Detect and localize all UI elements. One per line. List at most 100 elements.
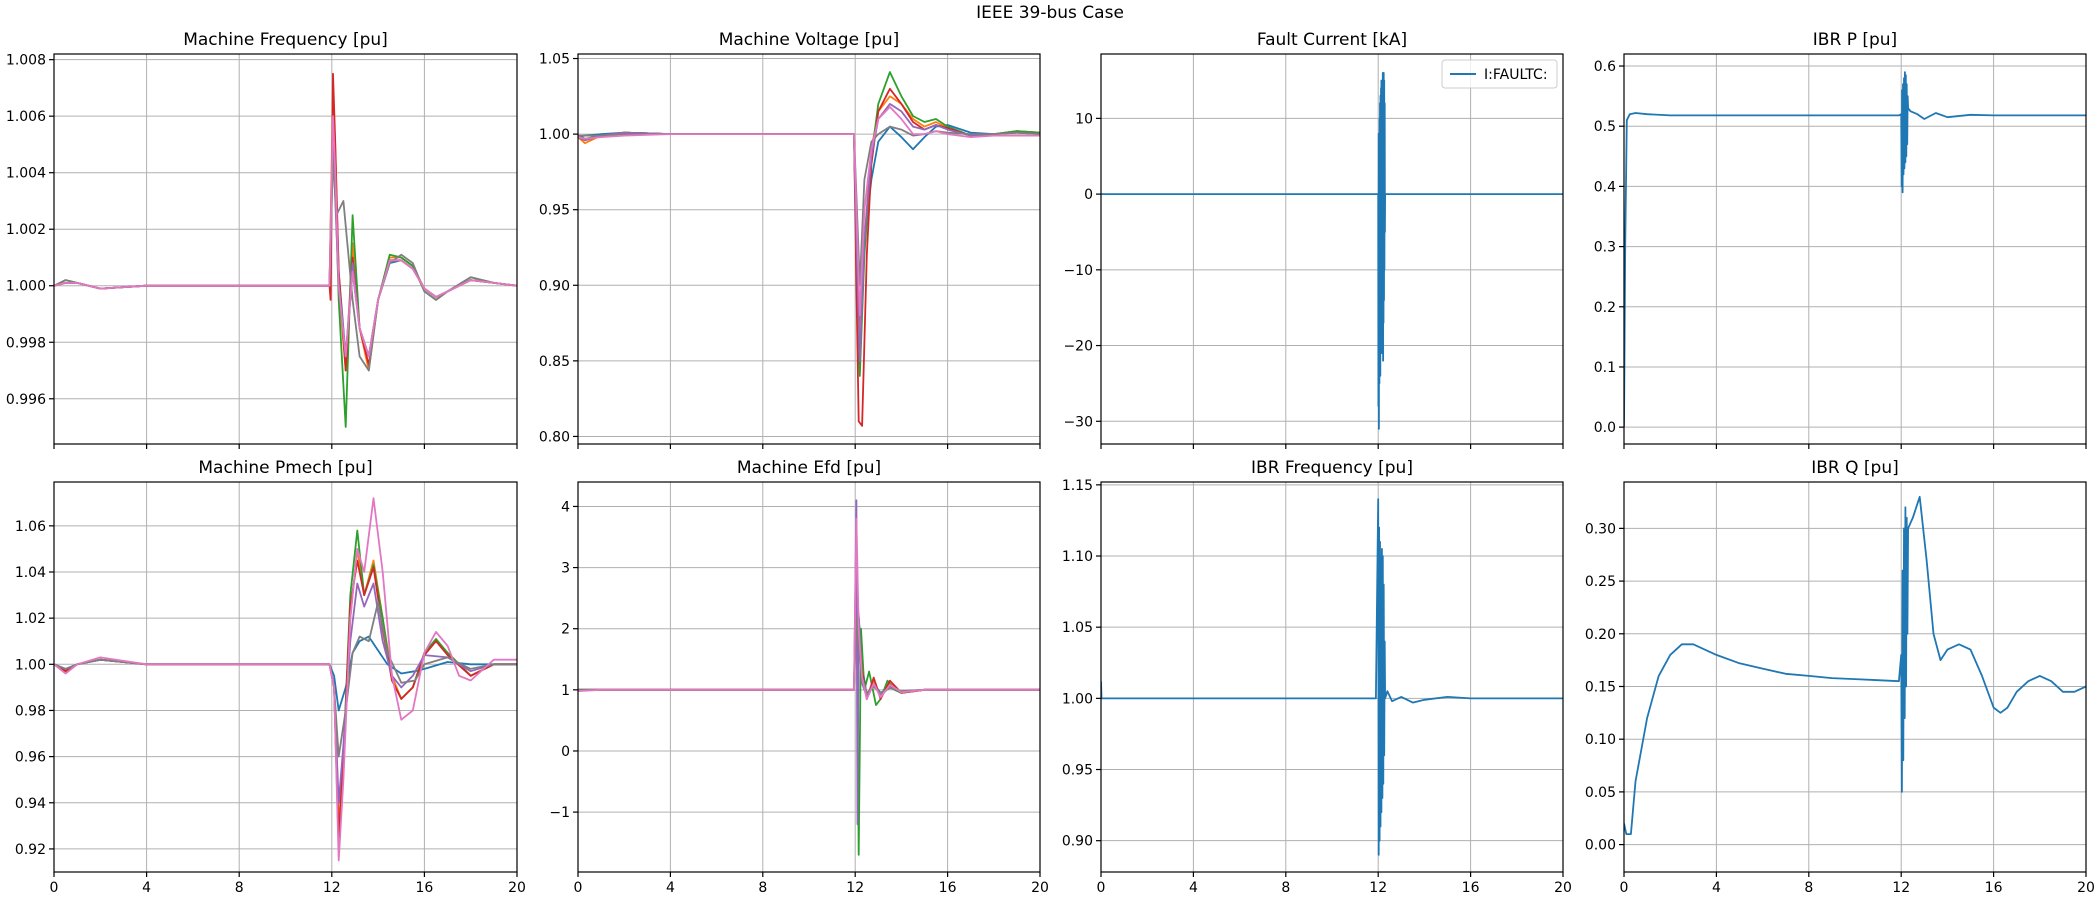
series-line-4 — [54, 559, 517, 839]
series-line-1 — [1101, 72, 1563, 430]
x-tick-label: 8 — [235, 880, 244, 896]
x-tick-label: 4 — [142, 880, 151, 896]
figure-title: IEEE 39-bus Case — [976, 3, 1124, 23]
y-tick-label: −20 — [1063, 339, 1093, 355]
series-line-7 — [578, 517, 1040, 700]
subplot-title: IBR P [pu] — [1813, 30, 1897, 50]
series-line-3 — [578, 71, 1040, 377]
y-tick-label: 0.94 — [15, 796, 46, 812]
y-tick-label: 1.006 — [6, 109, 46, 125]
series-line-1 — [1101, 498, 1563, 856]
series-line-1 — [578, 597, 1040, 697]
subplot-grid: Machine Frequency [pu]0.9960.9981.0001.0… — [6, 30, 2095, 896]
series-line-7 — [578, 106, 1040, 317]
y-tick-label: 1.002 — [6, 222, 46, 238]
legend: I:FAULTC: — [1441, 59, 1558, 89]
y-tick-label: 1.00 — [1062, 691, 1093, 707]
axes-frame — [1623, 481, 2087, 873]
series-line-3 — [54, 529, 517, 850]
y-tick-label: −10 — [1063, 263, 1093, 279]
subplot-8: IBR Q [pu] 0.00 0.05 0.10 0.15 0.20 0.25 0.30 0 4… — [1585, 458, 2095, 896]
x-tick-label: 0 — [1620, 880, 1629, 896]
y-tick-label: 10 — [1075, 111, 1093, 127]
legend-label: I:FAULTC: — [1484, 67, 1548, 83]
y-tick-label: 0.2 — [1594, 300, 1616, 316]
y-tick-label: 0.998 — [6, 335, 46, 351]
x-tick-label: 20 — [1554, 880, 1572, 896]
series-line-2 — [578, 578, 1040, 700]
axes-frame — [1100, 481, 1564, 873]
y-tick-label: 0.90 — [539, 278, 570, 294]
series-line-2 — [54, 548, 517, 827]
y-tick-label: 1.05 — [1062, 620, 1093, 636]
x-tick-label: 8 — [1281, 880, 1290, 896]
series-line-5 — [578, 103, 1040, 362]
series-line-6 — [54, 601, 517, 758]
y-tick-label: 1.00 — [539, 127, 570, 143]
y-tick-label: 0.00 — [1585, 838, 1616, 854]
series-line-5 — [54, 143, 517, 358]
y-tick-label: 0.4 — [1594, 179, 1616, 195]
y-tick-label: −1 — [549, 805, 570, 821]
series-line-7 — [54, 497, 517, 862]
legend-box — [1441, 59, 1558, 89]
y-tick-label: 0.25 — [1585, 574, 1616, 590]
subplot-title: Fault Current [kA] — [1257, 30, 1407, 50]
subplot-title: IBR Frequency [pu] — [1251, 458, 1413, 478]
y-tick-label: 0.5 — [1594, 119, 1616, 135]
y-tick-label: 1.004 — [6, 166, 46, 182]
y-tick-label: 0.05 — [1585, 785, 1616, 801]
series-line-5 — [578, 499, 1040, 826]
x-tick-label: 12 — [846, 880, 864, 896]
axes-frame — [1623, 53, 2087, 445]
y-tick-label: 0.6 — [1594, 59, 1616, 75]
subplot-3: Fault Current [kA] −30 −20 −10 0 10 I:FAULTC: — [1063, 30, 1564, 449]
subplot-title: Machine Voltage [pu] — [719, 30, 900, 50]
y-tick-label: 0.95 — [1062, 763, 1093, 779]
y-tick-label: 1.008 — [6, 53, 46, 69]
y-tick-label: 0.10 — [1585, 732, 1616, 748]
x-tick-label: 0 — [50, 880, 59, 896]
y-tick-label: 3 — [561, 561, 570, 577]
x-tick-label: 8 — [1804, 880, 1813, 896]
x-tick-label: 0 — [574, 880, 583, 896]
y-tick-label: 0.90 — [1062, 834, 1093, 850]
y-tick-label: 0.15 — [1585, 679, 1616, 695]
subplot-title: Machine Pmech [pu] — [198, 458, 372, 478]
series-line-1 — [1624, 71, 2086, 428]
series-line-6 — [54, 157, 517, 372]
y-tick-label: 0.80 — [539, 429, 570, 445]
x-tick-label: 4 — [1712, 880, 1721, 896]
y-tick-label: 0 — [561, 744, 570, 760]
axes-frame — [53, 53, 518, 445]
series-line-7 — [54, 115, 517, 358]
subplot-1: Machine Frequency [pu] 0.996 0.998 1.000 1.0… — [6, 30, 518, 449]
x-tick-label: 20 — [1031, 880, 1049, 896]
y-tick-label: 0.3 — [1594, 240, 1616, 256]
y-tick-label: 1 — [561, 683, 570, 699]
series-line-4 — [578, 554, 1040, 700]
y-tick-label: 2 — [561, 622, 570, 638]
y-tick-label: 0.1 — [1594, 360, 1616, 376]
subplot-7: IBR Frequency [pu] 0.90 0.95 1.00 1.05 1.10 1.… — [1062, 458, 1572, 896]
y-tick-label: 0.20 — [1585, 627, 1616, 643]
y-tick-label: 0.98 — [15, 703, 46, 719]
x-tick-label: 16 — [1985, 880, 2003, 896]
y-tick-label: 0.30 — [1585, 521, 1616, 537]
series-line-6 — [578, 125, 1040, 287]
y-tick-label: 0 — [1084, 187, 1093, 203]
y-tick-label: 1.000 — [6, 279, 46, 295]
series-line-1 — [1624, 495, 2086, 835]
axes-frame — [577, 481, 1041, 873]
x-tick-label: 20 — [508, 880, 526, 896]
y-tick-label: 1.02 — [15, 611, 46, 627]
y-tick-label: 0.996 — [6, 392, 46, 408]
x-tick-label: 12 — [1369, 880, 1387, 896]
series-line-4 — [54, 72, 517, 372]
y-tick-label: 0.0 — [1594, 420, 1616, 436]
subplot-5: Machine Pmech [pu] 0.92 0.94 0.96 0.98 1.00 1.… — [15, 458, 526, 896]
x-tick-label: 20 — [2077, 880, 2095, 896]
subplot-title: Machine Efd [pu] — [737, 458, 881, 478]
